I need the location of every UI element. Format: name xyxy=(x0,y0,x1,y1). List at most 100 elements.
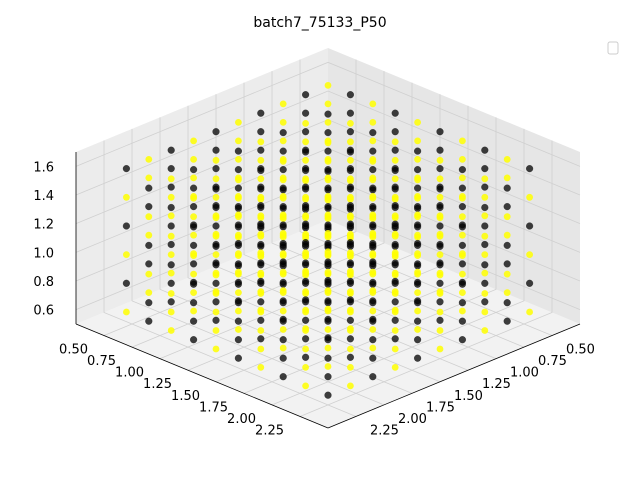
data-point-black xyxy=(346,109,354,117)
data-point-yellow xyxy=(347,175,354,183)
y-tick-label: 1.50 xyxy=(171,389,200,404)
data-point-black xyxy=(167,183,175,191)
data-point-black xyxy=(346,353,354,361)
y-grid-line xyxy=(159,82,413,360)
data-point-yellow xyxy=(235,250,242,258)
data-point-black xyxy=(436,202,444,210)
data-point-yellow xyxy=(190,307,198,315)
data-point-black xyxy=(234,260,242,268)
data-point-black xyxy=(324,334,332,342)
data-point-yellow xyxy=(459,156,466,163)
data-point-yellow xyxy=(347,212,354,220)
data-point-yellow xyxy=(347,193,354,201)
data-point-black xyxy=(234,336,242,344)
data-point-black xyxy=(302,146,310,154)
data-point-black xyxy=(279,315,287,323)
data-point-yellow xyxy=(235,137,242,145)
data-point-black xyxy=(324,315,332,323)
data-point-black xyxy=(414,336,422,344)
data-point-black xyxy=(391,335,399,343)
data-point-black xyxy=(167,298,175,306)
data-point-black xyxy=(436,240,444,249)
data-point-yellow xyxy=(235,268,242,276)
data-point-yellow xyxy=(235,289,242,296)
data-point-black xyxy=(324,203,332,211)
data-point-black xyxy=(212,146,220,154)
data-point-yellow xyxy=(436,175,444,183)
data-point-black xyxy=(346,316,354,324)
data-point-yellow xyxy=(212,288,220,295)
z-tick-label: 0.6 xyxy=(33,304,54,319)
data-point-yellow xyxy=(123,251,130,258)
data-point-yellow xyxy=(190,250,198,258)
data-point-black xyxy=(145,241,153,249)
data-point-yellow xyxy=(481,269,489,277)
data-point-black xyxy=(302,296,310,304)
data-point-black xyxy=(279,278,287,286)
data-point-yellow xyxy=(503,231,511,239)
data-point-yellow xyxy=(481,327,489,334)
data-point-yellow xyxy=(436,251,444,258)
data-point-yellow xyxy=(414,268,421,276)
data-point-yellow xyxy=(145,213,153,221)
y-axis-line xyxy=(327,323,581,429)
y-grid-line xyxy=(271,128,525,406)
data-point-yellow xyxy=(414,231,421,239)
data-point-yellow xyxy=(302,120,309,127)
data-point-black xyxy=(234,239,242,248)
data-point-black xyxy=(145,299,153,307)
data-point-yellow xyxy=(414,193,421,200)
data-point-yellow xyxy=(257,364,265,371)
data-point-black xyxy=(257,335,265,343)
x-tick-label: 2.00 xyxy=(398,412,427,427)
data-point-yellow xyxy=(190,213,198,221)
data-point-black xyxy=(391,240,399,249)
data-point-yellow xyxy=(324,268,332,276)
data-point-black xyxy=(279,354,287,362)
data-point-yellow xyxy=(347,156,354,164)
data-point-yellow xyxy=(167,251,175,258)
data-point-black xyxy=(369,203,377,211)
data-point-yellow xyxy=(369,268,377,276)
data-point-black xyxy=(302,335,310,343)
data-point-yellow xyxy=(459,193,466,200)
data-point-black xyxy=(257,220,265,228)
data-point-black xyxy=(481,298,489,306)
data-point-black xyxy=(257,298,265,306)
data-point-yellow xyxy=(257,175,265,183)
data-point-black xyxy=(145,184,153,192)
y-grid-line xyxy=(103,59,357,336)
data-point-yellow xyxy=(347,325,354,332)
chart-title: batch7_75133_P50 xyxy=(253,15,386,31)
data-point-yellow xyxy=(235,119,242,126)
data-point-black xyxy=(324,373,332,381)
data-point-black xyxy=(369,278,377,286)
data-point-black xyxy=(391,109,399,117)
data-point-yellow xyxy=(235,326,242,333)
data-point-yellow xyxy=(279,230,287,237)
data-point-black xyxy=(190,241,198,249)
data-point-black xyxy=(190,221,198,229)
data-point-black xyxy=(414,278,422,286)
data-point-black xyxy=(391,202,399,210)
data-point-yellow xyxy=(302,193,309,201)
data-point-yellow xyxy=(279,287,287,295)
z-tick-label: 0.8 xyxy=(33,275,54,290)
data-point-black xyxy=(279,258,287,266)
data-point-black xyxy=(190,184,198,192)
data-point-black xyxy=(122,279,130,287)
data-point-yellow xyxy=(391,175,399,183)
data-point-black xyxy=(145,317,153,325)
data-point-yellow xyxy=(414,289,421,296)
data-point-black xyxy=(234,297,242,305)
data-point-yellow xyxy=(279,211,287,219)
data-point-black xyxy=(257,128,265,136)
data-point-yellow xyxy=(347,382,354,390)
data-point-black xyxy=(503,241,511,249)
data-point-black xyxy=(190,317,198,325)
data-point-black xyxy=(526,165,534,173)
data-point-yellow xyxy=(279,100,287,108)
data-point-yellow xyxy=(212,156,220,164)
data-point-black xyxy=(190,260,198,268)
